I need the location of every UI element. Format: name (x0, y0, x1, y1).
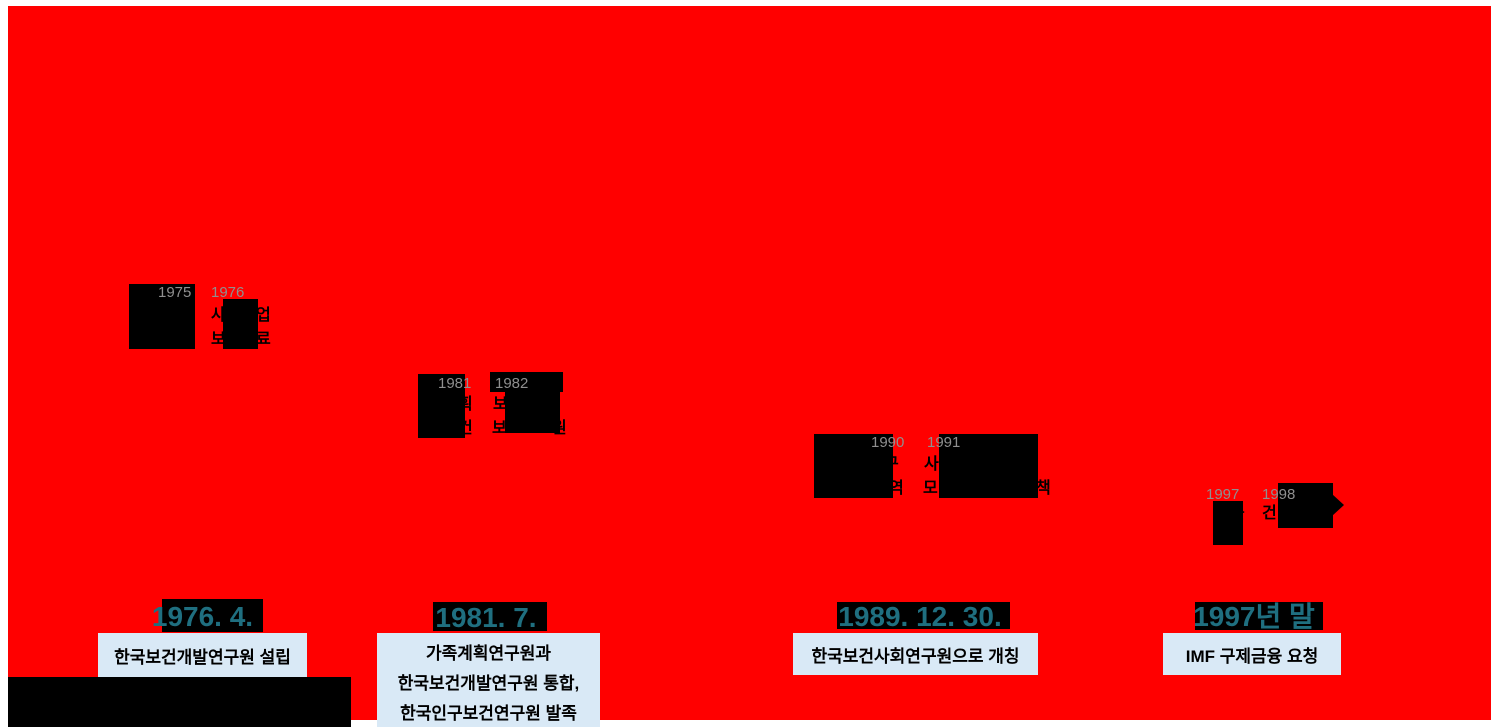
milestone-label-text: 한국보건사회연구원으로 개칭 (811, 646, 1020, 666)
redaction-box-1982-top (490, 372, 563, 392)
milestone-date-1997: 1997년 말 (1193, 601, 1315, 632)
year-label-1990: 1990 (871, 434, 905, 451)
milestone-label-1976: 한국보건개발연구원 설립 (98, 633, 307, 677)
caption-fragment: 건 (1262, 505, 1277, 522)
date-backdrop (433, 602, 547, 631)
date-backdrop (162, 599, 263, 632)
arrow-right-icon (1332, 494, 1344, 516)
date-backdrop (1195, 602, 1323, 630)
milestone-label-text: 한국보건개발연구원 설립 (114, 647, 291, 667)
date-backdrop (837, 602, 1010, 629)
caption-fragment: 모 (923, 480, 938, 497)
caption-fragment: 업 (256, 307, 271, 324)
milestone-label-1997: IMF 구제금융 요청 (1163, 633, 1341, 675)
caption-fragment: 료 (256, 331, 271, 348)
milestone-date-1976: 1976. 4. (151, 601, 254, 632)
redaction-box-1976 (223, 299, 258, 349)
milestone-label-1981: 가족계획연구원과 한국보건개발연구원 통합, 한국인구보건연구원 발족 (377, 633, 600, 727)
redaction-box-1981 (418, 374, 465, 438)
redaction-box-1975 (129, 284, 195, 349)
milestone-date-1981: 1981. 7. (435, 602, 537, 633)
redaction-bar-bottom-left (8, 677, 351, 727)
redaction-box-1998 (1278, 483, 1333, 528)
year-label-1981: 1981 (438, 375, 472, 392)
year-label-1991: 1991 (927, 434, 961, 451)
milestone-label-line: 한국인구보건연구원 발족 (400, 704, 577, 723)
year-label-1998: 1998 (1262, 486, 1296, 503)
milestone-label-1989: 한국보건사회연구원으로 개칭 (793, 633, 1038, 675)
milestone-label-text: IMF 구제금융 요청 (1185, 646, 1319, 666)
redaction-box-1982 (505, 392, 560, 433)
caption-fragment: 보 (492, 420, 507, 437)
redaction-box-1997 (1213, 501, 1243, 545)
caption-fragment: 보 (493, 396, 508, 413)
year-label-1975: 1975 (158, 284, 192, 301)
redaction-box-1990 (814, 434, 893, 498)
caption-fragment: 보 (211, 331, 226, 348)
caption-fragment: 사 (211, 307, 226, 324)
year-label-1982: 1982 (495, 375, 529, 392)
milestone-label-line: 가족계획연구원과 (425, 644, 552, 663)
milestone-date-1989: 1989. 12. 30. (838, 601, 1002, 632)
caption-fragment: 책 (1036, 480, 1051, 497)
year-label-1976: 1976 (211, 284, 245, 301)
redaction-box-1991 (939, 434, 1038, 498)
year-label-1997: 1997 (1206, 486, 1240, 503)
caption-fragment: 사 (924, 456, 939, 473)
milestone-label-line: 한국보건개발연구원 통합, (397, 674, 580, 693)
